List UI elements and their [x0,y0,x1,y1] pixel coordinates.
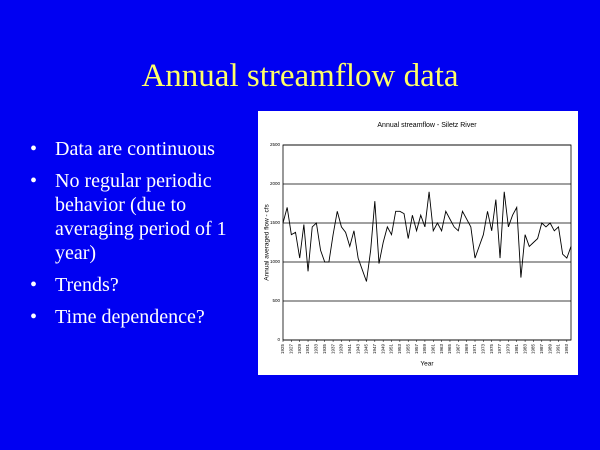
x-tick-label: 1931 [305,344,310,355]
x-tick-label: 1975 [489,344,494,355]
x-tick-label: 1977 [497,344,502,355]
y-tick-label: 500 [272,298,280,303]
x-tick-label: 1933 [314,344,319,355]
bullet: Time dependence? [30,305,245,329]
x-tick-label: 1963 [439,344,444,355]
chart-title: Annual streamflow - Siletz River [377,122,477,129]
y-tick-label: 0 [277,337,280,342]
x-axis-label: Year [420,361,434,368]
bullet: Trends? [30,273,245,297]
x-tick-label: 1955 [405,344,410,355]
x-tick-label: 1989 [547,344,552,355]
x-tick-label: 1961 [430,344,435,355]
x-tick-label: 1957 [414,344,419,355]
y-axis-label: Annual averaged flow - cfs [264,203,271,280]
data-line [282,191,572,282]
y-tick-label: 1000 [270,259,281,264]
x-tick-label: 1949 [380,344,385,355]
x-tick-label: 1935 [322,344,327,355]
x-tick-label: 1941 [347,344,352,355]
x-tick-label: 1991 [556,344,561,355]
x-tick-label: 1979 [506,344,511,355]
x-tick-label: 1969 [464,344,469,355]
x-tick-label: 1981 [514,344,519,355]
y-tick-label: 2500 [270,142,281,147]
x-tick-label: 1925 [280,344,285,355]
x-tick-label: 1947 [372,344,377,355]
x-tick-label: 1951 [389,344,394,355]
x-tick-label: 1953 [397,344,402,355]
x-tick-label: 1959 [422,344,427,355]
x-tick-label: 1929 [297,344,302,355]
bullet: No regular periodic behavior (due to ave… [30,169,245,265]
bullet-list: Data are continuous No regular periodic b… [30,137,245,337]
chart: Annual streamflow - Siletz River Annual a… [258,111,578,375]
x-tick-label: 1937 [330,344,335,355]
y-tick-label: 2000 [270,181,281,186]
x-tick-label: 1965 [447,344,452,355]
x-tick-label: 1927 [289,344,294,355]
x-tick-label: 1943 [355,344,360,355]
x-tick-label: 1993 [564,344,569,355]
x-tick-label: 1971 [472,344,477,355]
x-tick-label: 1967 [455,344,460,355]
x-tick-label: 1973 [481,344,486,355]
bullet: Data are continuous [30,137,245,161]
x-tick-label: 1985 [531,344,536,355]
x-tick-label: 1983 [522,344,527,355]
slide-title: Annual streamflow data [141,58,459,94]
y-tick-label: 1500 [270,220,281,225]
x-tick-label: 1939 [339,344,344,355]
x-tick-label: 1987 [539,344,544,355]
x-tick-label: 1945 [364,344,369,355]
